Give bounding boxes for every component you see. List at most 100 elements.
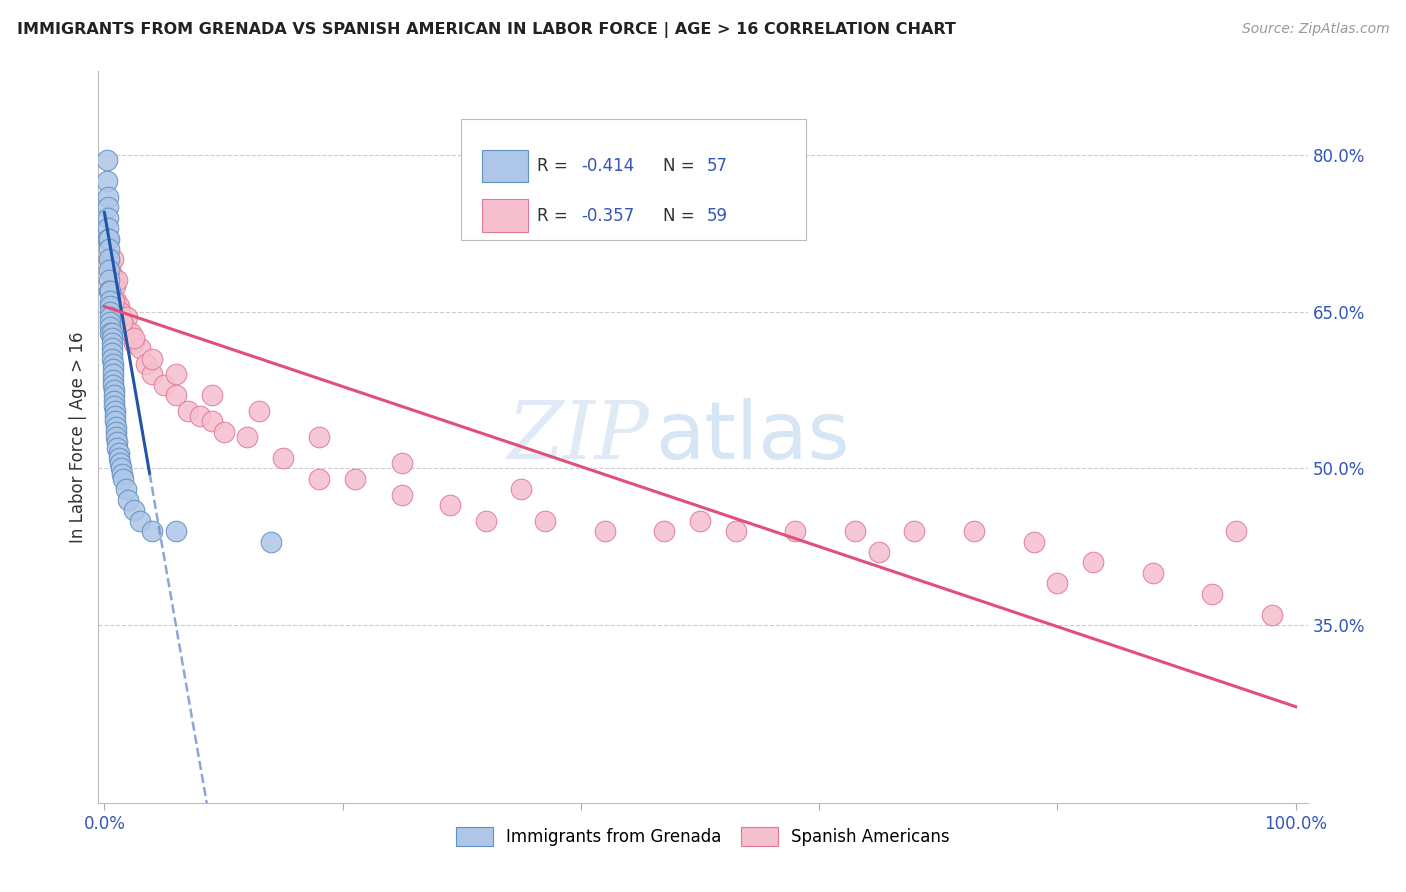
Point [98, 258, 121, 272]
Point [98, 263, 121, 277]
Text: 59: 59 [707, 207, 728, 225]
Point [510, 483, 533, 497]
Point [98, 252, 121, 267]
Point [98, 284, 121, 298]
Point [98, 300, 121, 314]
Point [105, 430, 128, 444]
Text: 57: 57 [707, 157, 728, 175]
Point [98, 326, 121, 340]
Point [107, 300, 129, 314]
Point [104, 409, 127, 424]
Point [97, 200, 120, 214]
Point [129, 341, 152, 355]
Point [724, 524, 747, 538]
Point [97, 190, 120, 204]
Point [100, 326, 122, 340]
Point [120, 326, 142, 340]
Text: Source: ZipAtlas.com: Source: ZipAtlas.com [1241, 22, 1389, 37]
Point [115, 310, 138, 324]
Point [98, 273, 121, 287]
Point [100, 331, 122, 345]
Point [260, 534, 283, 549]
Point [100, 351, 122, 366]
Text: atlas: atlas [655, 398, 849, 476]
Point [101, 368, 124, 382]
FancyBboxPatch shape [482, 200, 527, 232]
Point [98, 231, 121, 245]
Point [97, 231, 120, 245]
Point [343, 472, 366, 486]
Point [100, 336, 122, 351]
Point [108, 456, 131, 470]
Point [271, 450, 294, 465]
Point [1022, 534, 1045, 549]
Point [101, 373, 124, 387]
Point [100, 346, 122, 360]
FancyBboxPatch shape [461, 119, 806, 240]
Point [122, 331, 145, 345]
Point [97, 211, 120, 225]
Point [98, 294, 121, 309]
Point [110, 461, 132, 475]
Point [104, 404, 127, 418]
Point [101, 362, 124, 376]
Point [165, 524, 187, 538]
Point [308, 430, 330, 444]
Point [165, 368, 187, 382]
Point [98, 320, 121, 334]
Text: IMMIGRANTS FROM GRENADA VS SPANISH AMERICAN IN LABOR FORCE | AGE > 16 CORRELATIO: IMMIGRANTS FROM GRENADA VS SPANISH AMERI… [17, 22, 956, 38]
Point [112, 472, 135, 486]
Point [1201, 587, 1223, 601]
Point [98, 315, 121, 329]
Text: -0.414: -0.414 [581, 157, 634, 175]
Point [308, 472, 330, 486]
Point [101, 357, 124, 371]
Point [111, 315, 134, 329]
Point [98, 284, 121, 298]
Point [391, 456, 413, 470]
Point [177, 404, 200, 418]
Point [100, 268, 122, 282]
Y-axis label: In Labor Force | Age > 16: In Labor Force | Age > 16 [69, 331, 87, 543]
Point [439, 498, 461, 512]
Point [1225, 524, 1247, 538]
Point [96, 174, 118, 188]
Point [391, 487, 413, 501]
Point [103, 294, 125, 309]
Point [114, 320, 136, 334]
Point [200, 414, 222, 428]
Point [903, 524, 925, 538]
Point [129, 514, 152, 528]
Point [103, 393, 125, 408]
Point [963, 524, 986, 538]
Point [103, 399, 125, 413]
Point [105, 294, 128, 309]
Point [97, 221, 120, 235]
Point [98, 310, 121, 324]
Point [107, 450, 129, 465]
Point [652, 524, 675, 538]
Text: N =: N = [664, 157, 700, 175]
Point [104, 278, 127, 293]
Point [101, 252, 124, 267]
Point [122, 503, 145, 517]
Point [868, 545, 890, 559]
Point [107, 435, 129, 450]
Point [212, 425, 235, 439]
Text: N =: N = [664, 207, 700, 225]
Point [97, 231, 120, 245]
Text: ZIP: ZIP [506, 399, 648, 475]
Point [114, 483, 136, 497]
Point [141, 351, 163, 366]
Point [98, 252, 121, 267]
Point [1046, 576, 1069, 591]
Point [104, 414, 127, 428]
Point [96, 153, 118, 168]
Text: -0.357: -0.357 [581, 207, 634, 225]
Point [1261, 607, 1284, 622]
FancyBboxPatch shape [482, 150, 527, 182]
Text: R =: R = [537, 157, 574, 175]
Point [101, 377, 124, 392]
Point [534, 514, 557, 528]
Point [103, 383, 125, 397]
